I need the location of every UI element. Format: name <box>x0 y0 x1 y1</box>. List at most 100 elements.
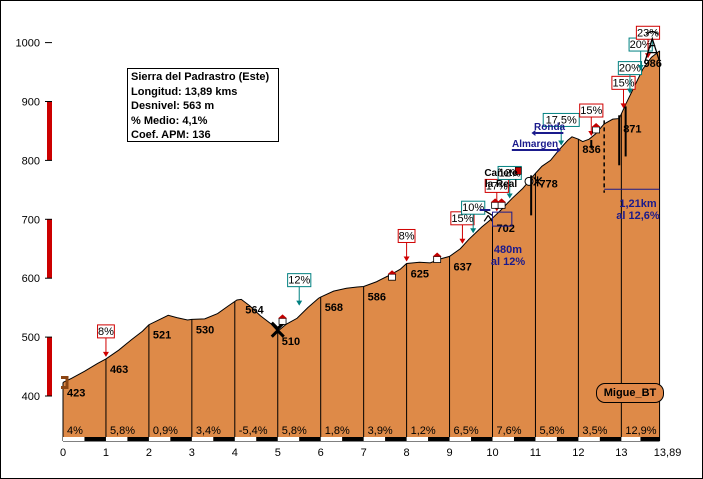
strip-white-3 <box>191 437 214 441</box>
segment-grade-strip: 4% 5,8% 0,9% 3,4% -5,4% 5,8% 1,8% 3,9% 1,2% 6,5% 7… <box>63 425 660 441</box>
max-grade-label-3: 15% <box>451 213 473 225</box>
altitude-label-637: 637 <box>454 261 472 273</box>
x-tick-label-1: 1 <box>103 447 109 459</box>
altitude-label-586: 586 <box>368 291 386 303</box>
x-end-label: 13,89 <box>654 447 682 459</box>
strip-black-4 <box>256 437 278 441</box>
house-roof-icon-5 <box>591 122 601 127</box>
y-axis-band-2 <box>47 219 52 279</box>
max-grade-label-8: 15% <box>580 105 602 117</box>
x-tick-label-7: 7 <box>361 447 367 459</box>
strip-white-5 <box>277 437 300 441</box>
x-tick-label-6: 6 <box>318 447 324 459</box>
summit-antenna-icon <box>644 30 660 61</box>
strip-black-10 <box>513 437 536 441</box>
y-tick-label-600: 600 <box>22 273 40 285</box>
altitude-label-510: 510 <box>282 336 300 348</box>
route-length: Longitud: 13,89 kms <box>131 85 238 98</box>
x-tick-label-13: 13 <box>615 447 627 459</box>
profile-fill <box>63 50 660 441</box>
segment-grade-5: 5,8% <box>282 425 307 437</box>
max-grade-arrowhead-3 <box>459 238 466 244</box>
max-grade-label-11: 20% <box>630 39 652 51</box>
house-roof-icon-2 <box>432 252 442 257</box>
altitude-label-423: 423 <box>67 387 85 399</box>
house-icon-4 <box>497 201 506 209</box>
segment-grade-4: -5,4% <box>239 425 268 437</box>
author-badge: Migue_BT <box>596 383 664 403</box>
segment-grade-8: 1,2% <box>411 425 436 437</box>
place-label-canete: Cañete la Real <box>482 168 520 190</box>
bracket-480m <box>492 211 513 227</box>
altitude-label-521: 521 <box>153 330 171 342</box>
y-tick-label-500: 500 <box>22 332 40 344</box>
strip-white-7 <box>363 437 386 441</box>
strip-white-0 <box>63 437 85 441</box>
note-480m-text: 480m al 12% <box>490 244 526 268</box>
x-tick-label-0: 0 <box>60 447 66 459</box>
note-1-21km: 1,21km al 12,6% <box>610 198 666 222</box>
strip-white-11 <box>535 437 557 441</box>
strip-white-4 <box>234 437 257 441</box>
road-label-ronda: Ronda <box>534 122 566 133</box>
x-tick-label-12: 12 <box>572 447 584 459</box>
route-name: Sierra del Padrastro (Este) <box>131 71 270 83</box>
house-roof-icon-1 <box>387 270 397 275</box>
max-grade-arrowhead-9 <box>620 103 627 109</box>
church-icon <box>514 167 522 175</box>
strip-white-2 <box>148 437 171 441</box>
max-grade-arrowhead-1 <box>296 300 303 306</box>
route-average-grade: % Medio: 4,1% <box>131 114 208 127</box>
strip-white-12 <box>578 437 600 441</box>
segment-grade-10: 7,6% <box>497 425 522 437</box>
x-tick-label-8: 8 <box>404 447 410 459</box>
x-tick-label-4: 4 <box>232 447 238 459</box>
altitude-label-564: 564 <box>245 304 264 316</box>
route-info-box: Sierra del Padrastro (Este) Longitud: 13… <box>127 68 279 142</box>
strip-white-10 <box>492 437 514 441</box>
road-label-almargen: Almargen <box>512 139 559 150</box>
max-grade-label-9: 15% <box>612 77 634 89</box>
max-grade-label-1: 12% <box>288 275 310 287</box>
house-roof-icon-4 <box>497 198 507 203</box>
x-tick-label-10: 10 <box>486 447 498 459</box>
max-grade-arrowhead-2 <box>403 256 410 262</box>
max-grade-arrowhead-0 <box>102 351 109 357</box>
segment-grade-9: 6,5% <box>454 425 479 437</box>
strip-white-13 <box>621 437 641 441</box>
y-tick-label-400: 400 <box>22 391 40 403</box>
strip-black-7 <box>385 437 407 441</box>
route-icons <box>61 30 660 389</box>
note-480m: 480m al 12% <box>486 244 530 268</box>
x-tick-label-2: 2 <box>146 447 152 459</box>
strip-black-9 <box>471 437 493 441</box>
x-tick-label-11: 11 <box>530 447 541 459</box>
strip-black-0 <box>84 437 106 441</box>
y-axis-band-0 <box>47 337 52 396</box>
route-apm-coefficient: Coef. APM: 136 <box>131 129 211 141</box>
max-grade-tags: 8%12%8%15%10%17%12%17,5%15%15%20%20%23% <box>97 25 661 357</box>
house-icon-3 <box>491 201 500 209</box>
junction-icon <box>533 176 543 187</box>
strip-black-1 <box>127 437 149 441</box>
y-tick-label-1000: 1000 <box>16 38 40 50</box>
max-grade-arrowhead-11 <box>637 65 644 71</box>
segment-grade-3: 3,4% <box>196 425 221 437</box>
segment-grade-7: 3,9% <box>368 425 393 437</box>
y-axis-band-1 <box>47 278 52 338</box>
strip-black-3 <box>213 437 235 441</box>
note-1-21km-text: 1,21km al 12,6% <box>616 198 660 222</box>
strip-white-9 <box>449 437 472 441</box>
y-tick-label-900: 900 <box>22 97 40 109</box>
road-arrowhead-almargen <box>556 147 561 153</box>
altitude-label-625: 625 <box>411 268 429 280</box>
house-icon-1 <box>388 273 396 281</box>
segment-grade-13: 12,9% <box>625 425 656 437</box>
segment-grade-11: 5,8% <box>539 425 564 437</box>
max-grade-label-10: 20% <box>619 63 641 75</box>
house-icon-0 <box>278 317 287 325</box>
altitude-label-836: 836 <box>582 144 600 156</box>
route-elevation-gain: Desnivel: 563 m <box>131 100 215 112</box>
start-marker-icon <box>61 375 69 389</box>
altitude-label-871: 871 <box>623 124 641 136</box>
